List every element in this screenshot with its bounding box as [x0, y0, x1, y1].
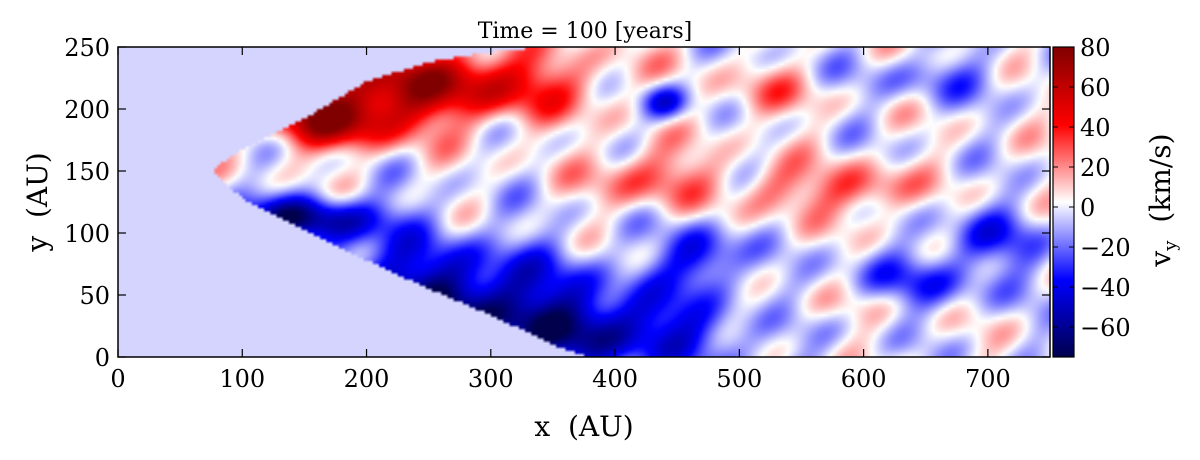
x-tick-label: 700	[965, 365, 1011, 393]
colorbar-tick-label: −40	[1080, 274, 1131, 302]
x-tick-label: 400	[592, 365, 638, 393]
y-tick-label: 200	[64, 96, 110, 124]
colorbar-label-main: v	[1144, 251, 1177, 268]
colorbar-tick-label: 0	[1080, 194, 1095, 222]
colorbar-tick-label: 20	[1080, 154, 1111, 182]
plot-frame	[117, 46, 1051, 358]
plot-area	[117, 46, 1051, 358]
y-axis-ticks: 0 50 100 150 200 250	[64, 34, 1050, 372]
colorbar-tick-label: −20	[1080, 234, 1131, 262]
y-tick-label: 250	[64, 34, 110, 62]
colorbar-tick-label: 80	[1080, 34, 1111, 62]
x-tick-label: 300	[468, 365, 514, 393]
y-tick-label: 150	[64, 158, 110, 186]
colorbar-label: vy (km/s)	[1144, 133, 1181, 267]
y-tick-label: 0	[95, 344, 110, 372]
y-axis-label: y (AU)	[21, 152, 54, 252]
chart-title: Time = 100 [years]	[478, 19, 693, 44]
colorbar-gradient	[1052, 46, 1075, 358]
x-tick-label: 600	[841, 365, 887, 393]
colorbar-ticks: −60 −40 −20 0 20 40 60 80	[1053, 34, 1131, 342]
colorbar-tick-label: 40	[1080, 114, 1111, 142]
colorbar-label-units: (km/s)	[1144, 133, 1177, 222]
x-axis-ticks: 0 100 200 300 400 500 600 700	[110, 47, 1011, 393]
y-tick-label: 100	[64, 220, 110, 248]
y-tick-label: 50	[79, 282, 110, 310]
heatmap-image	[118, 47, 1050, 357]
x-tick-label: 100	[219, 365, 265, 393]
colorbar: −60 −40 −20 0 20 40 60 80	[1052, 34, 1131, 358]
x-tick-label: 200	[344, 365, 390, 393]
colorbar-label-sub: y	[1160, 240, 1181, 252]
x-tick-label: 0	[110, 365, 125, 393]
x-tick-label: 500	[716, 365, 762, 393]
colorbar-tick-label: 60	[1080, 74, 1111, 102]
x-axis-label: x (AU)	[534, 410, 633, 443]
colorbar-tick-label: −60	[1080, 314, 1131, 342]
